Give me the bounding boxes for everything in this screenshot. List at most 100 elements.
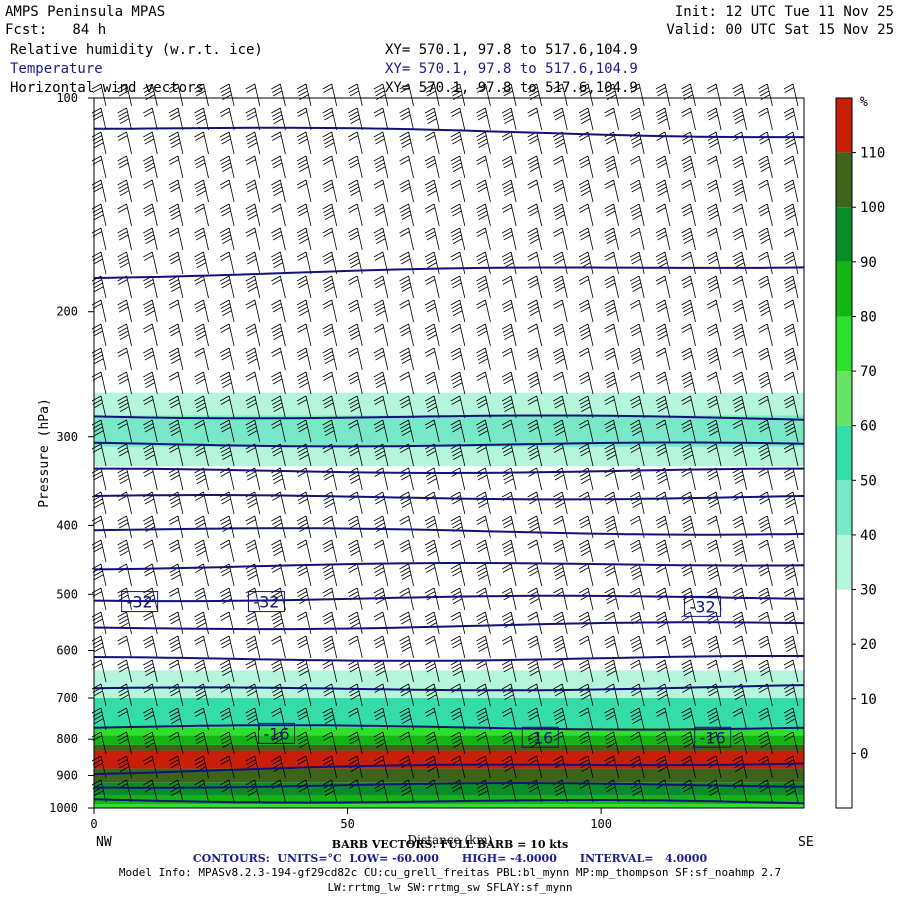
wind-barb-column-1 <box>117 83 132 803</box>
colorbar-bin-2 <box>836 207 852 262</box>
colorbar-label-9: 20 <box>860 637 877 653</box>
colorbar-bin-3 <box>836 261 852 317</box>
y-tick-label-2: 300 <box>56 430 78 444</box>
temperature-contour-10 <box>93 494 805 501</box>
colorbar-bin-12 <box>836 753 852 808</box>
rh-layer-1 <box>94 795 804 805</box>
colorbar-bin-6 <box>836 425 852 481</box>
wind-barb-column-19 <box>578 83 594 803</box>
wind-barb-column-2 <box>143 83 158 803</box>
colorbar-bin-8 <box>836 534 852 590</box>
contour-label-3: -16 <box>264 724 290 743</box>
contour-label-box-4 <box>521 726 559 748</box>
colorbar-label-3: 80 <box>860 309 877 325</box>
wind-barb-column-14 <box>450 83 466 803</box>
temperature-contour-5 <box>93 655 804 662</box>
colorbar-bin-0 <box>836 98 852 153</box>
contour-label-box-5 <box>694 726 732 748</box>
contour-label-0: -32 <box>127 593 153 612</box>
field-xy-wind: XY= 570.1, 97.8 to 517.6,104.9 <box>385 80 638 96</box>
rh-layer-6 <box>94 735 804 745</box>
contour-label-5: -16 <box>700 728 726 747</box>
y-tick-label-4: 500 <box>56 587 78 601</box>
colorbar-bin-10 <box>836 644 852 699</box>
temperature-contour-13 <box>93 414 805 421</box>
y-tick-label-0: 100 <box>56 91 78 105</box>
x-axis-label: Distance (km) <box>408 833 493 847</box>
contour-label-box-2 <box>684 595 722 617</box>
temperature-contour-0 <box>93 798 805 805</box>
temperature-contour-15 <box>93 126 804 139</box>
temperature-contour-7 <box>93 594 805 603</box>
wind-barb-column-13 <box>425 83 440 803</box>
forecast-hour: Fcst: 84 h <box>5 22 107 38</box>
model-info-2: LW:rrtmg_lw SW:rrtmg_sw SFLAY:sf_mynn <box>327 881 573 894</box>
rh-layer-2 <box>94 782 804 796</box>
temperature-contour-1 <box>93 781 805 789</box>
y-tick-label-3: 400 <box>56 518 78 532</box>
field-xy-temperature: XY= 570.1, 97.8 to 517.6,104.9 <box>385 61 638 77</box>
colorbar-unit: % <box>860 95 868 110</box>
wind-barb-column-15 <box>476 83 491 803</box>
x-tick-label-2: 100 <box>590 817 612 831</box>
wind-barb-layer <box>91 83 799 803</box>
rh-layer-4 <box>94 750 804 769</box>
contours-info: CONTOURS: UNITS=°C LOW= -60.000 HIGH= -4… <box>192 852 708 865</box>
field-xy-rh: XY= 570.1, 97.8 to 517.6,104.9 <box>385 42 638 58</box>
colorbar-bin-1 <box>836 152 852 208</box>
temperature-contour-14 <box>93 266 805 279</box>
rh-layer-12 <box>94 392 804 416</box>
wind-barb-column-26 <box>758 83 773 803</box>
contour-label-box-3 <box>258 722 296 744</box>
colorbar-bin-5 <box>836 371 852 426</box>
wind-barb-column-18 <box>553 83 568 803</box>
y-axis-label: Pressure (hPa) <box>37 398 52 508</box>
colorbar-label-10: 10 <box>860 692 877 708</box>
y-tick-label-8: 900 <box>56 769 78 783</box>
wind-barb-column-27 <box>783 83 799 803</box>
axes-layer: 100 200 300 400 500 600 700 800 900 1000 0 50 100 Pre… <box>37 91 814 850</box>
rh-layer-0 <box>94 804 804 808</box>
colorbar-bin-4 <box>836 316 852 372</box>
rh-layer-8 <box>94 698 804 728</box>
colorbar-bin-7 <box>836 480 852 535</box>
wind-barb-column-10 <box>348 83 363 803</box>
contour-label-4: -16 <box>527 728 553 747</box>
rh-layer-3 <box>94 768 804 783</box>
colorbar-bin-9 <box>836 589 852 645</box>
colorbar-frame <box>835 97 853 809</box>
temperature-contour-layer <box>93 126 805 805</box>
wind-barb-column-11 <box>373 83 389 803</box>
colorbar-label-5: 60 <box>860 419 877 435</box>
model-title: AMPS Peninsula MPAS <box>5 4 166 20</box>
x-tick-label-0: 0 <box>90 817 97 831</box>
wind-barb-column-12 <box>399 83 414 803</box>
x-end-label-right: SE <box>798 835 814 850</box>
wind-barb-column-7 <box>271 83 286 803</box>
colorbar-label-6: 50 <box>860 473 877 489</box>
wind-barb-column-22 <box>655 83 671 803</box>
colorbar-label-4: 70 <box>860 364 877 380</box>
field-name-temperature: Temperature <box>10 61 103 77</box>
wind-barb-column-24 <box>706 83 722 803</box>
wind-barb-column-16 <box>501 83 517 803</box>
wind-barb-column-21 <box>630 83 645 803</box>
wind-barb-column-9 <box>322 83 338 803</box>
colorbar-label-8: 30 <box>860 583 877 599</box>
wind-barb-column-3 <box>168 83 184 803</box>
y-tick-label-1: 200 <box>56 305 78 319</box>
temperature-contour-8 <box>93 562 805 571</box>
contour-label-2: -32 <box>690 597 716 616</box>
wind-barb-column-4 <box>194 83 209 803</box>
temperature-contour-6 <box>93 621 805 631</box>
colorbar-label-7: 40 <box>860 528 877 544</box>
contour-label-box-0 <box>121 591 159 613</box>
colorbar-label-11: 0 <box>860 746 868 762</box>
temperature-contour-3 <box>93 724 805 731</box>
x-end-label-left: NW <box>96 835 112 850</box>
valid-time: Valid: 00 UTC Sat 15 Nov 25 <box>666 22 894 38</box>
plot-frame <box>93 97 805 809</box>
field-name-rh: Relative humidity (w.r.t. ice) <box>10 42 263 58</box>
